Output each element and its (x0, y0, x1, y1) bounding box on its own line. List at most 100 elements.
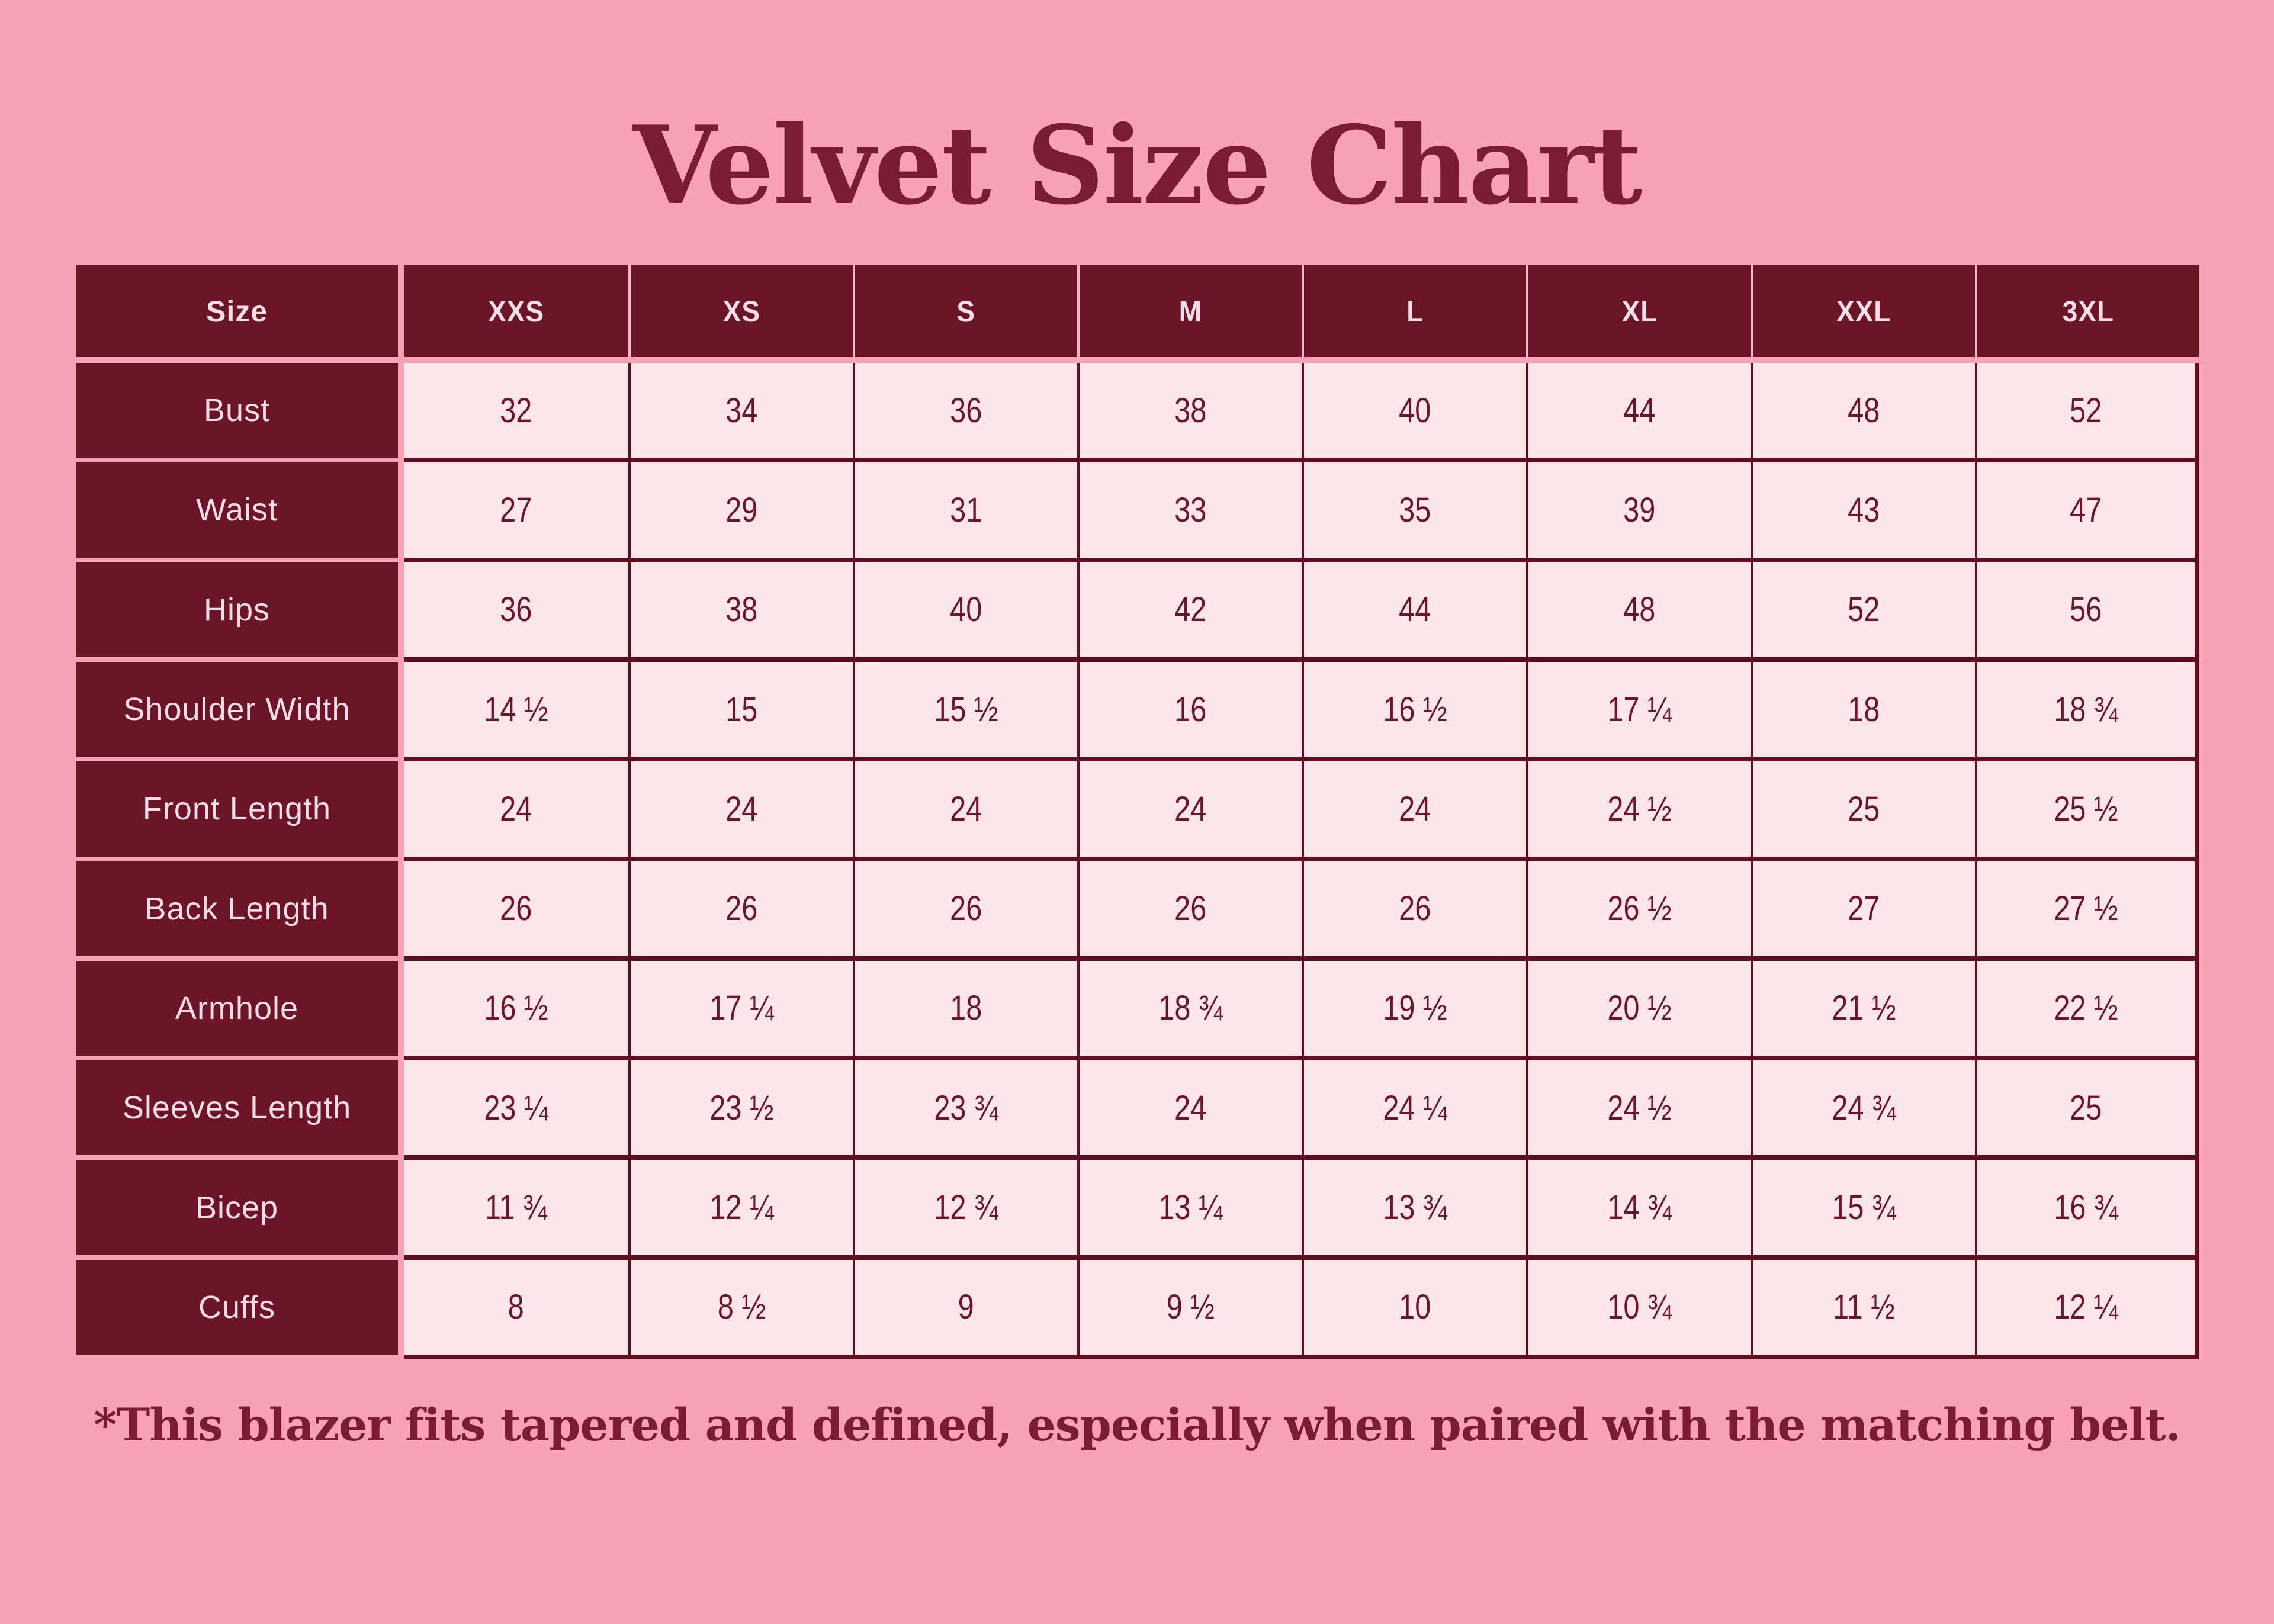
cell-hips-xs-text: 38 (725, 590, 758, 629)
cell-hips-xxs-text: 36 (500, 590, 532, 629)
row-label-armhole-text: Armhole (175, 990, 299, 1026)
cell-bust-xs: 34 (628, 363, 853, 463)
cell-hips-3xl: 56 (1975, 562, 2199, 662)
cell-sleeves-length-s-text: 23 ¾ (934, 1088, 998, 1127)
cell-waist-xxs: 27 (404, 462, 628, 562)
cell-cuffs-xxs-text: 8 (508, 1288, 525, 1327)
header-cell-xs: XS (628, 265, 853, 363)
page-title: Velvet Size Chart (632, 102, 1643, 229)
cell-bust-xxl-text: 48 (1848, 391, 1880, 430)
cell-sleeves-length-xs-text: 23 ½ (709, 1088, 774, 1127)
cell-front-length-3xl: 25 ½ (1975, 761, 2199, 861)
header-cell-xl-text: XL (1621, 294, 1658, 328)
cell-hips-m: 42 (1077, 562, 1302, 662)
header-cell-l-text: L (1406, 294, 1424, 328)
cell-front-length-m: 24 (1077, 761, 1302, 861)
header-cell-xl: XL (1526, 265, 1751, 363)
cell-cuffs-m-text: 9 ½ (1166, 1288, 1215, 1327)
cell-sleeves-length-xl-text: 24 ½ (1607, 1088, 1672, 1127)
cell-bicep-xxs: 11 ¾ (404, 1160, 628, 1260)
cell-armhole-xl-text: 20 ½ (1607, 989, 1672, 1028)
cell-front-length-l: 24 (1302, 761, 1526, 861)
cell-back-length-xl: 26 ½ (1526, 861, 1751, 961)
cell-front-length-xxs-text: 24 (500, 789, 532, 828)
cell-shoulder-width-xl-text: 17 ¼ (1607, 690, 1672, 729)
cell-back-length-xxs: 26 (404, 861, 628, 961)
row-label-shoulder-width-text: Shoulder Width (123, 692, 351, 728)
row-label-back-length: Back Length (76, 861, 404, 961)
cell-sleeves-length-3xl-text: 25 (2070, 1088, 2102, 1127)
cell-armhole-xl: 20 ½ (1526, 960, 1751, 1061)
cell-sleeves-length-xxs-text: 23 ¼ (484, 1088, 548, 1127)
cell-back-length-xxl: 27 (1751, 861, 1975, 961)
row-label-cuffs-text: Cuffs (198, 1289, 276, 1325)
cell-cuffs-3xl-text: 12 ¼ (2054, 1288, 2118, 1327)
cell-waist-s: 31 (853, 462, 1077, 562)
cell-bicep-xl: 14 ¾ (1526, 1160, 1751, 1260)
cell-back-length-s: 26 (853, 861, 1077, 961)
row-label-front-length-text: Front Length (142, 791, 332, 827)
cell-bust-s: 36 (853, 363, 1077, 463)
cell-bust-3xl: 52 (1975, 363, 2199, 463)
cell-waist-xxl: 43 (1751, 462, 1975, 562)
cell-back-length-l-text: 26 (1399, 889, 1431, 928)
cell-waist-m: 33 (1077, 462, 1302, 562)
cell-cuffs-xxl-text: 11 ½ (1833, 1288, 1895, 1327)
header-cell-s: S (853, 265, 1077, 363)
row-label-back-length-text: Back Length (144, 890, 329, 927)
cell-armhole-xxl: 21 ½ (1751, 960, 1975, 1061)
cell-shoulder-width-m-text: 16 (1174, 690, 1207, 729)
header-cell-xs-text: XS (722, 294, 761, 328)
cell-back-length-xs: 26 (628, 861, 853, 961)
cell-bicep-3xl: 16 ¾ (1975, 1160, 2199, 1260)
row-label-hips: Hips (76, 562, 404, 662)
cell-armhole-m-text: 18 ¾ (1158, 989, 1223, 1028)
cell-bust-xxs: 32 (404, 363, 628, 463)
cell-bicep-l-text: 13 ¾ (1383, 1188, 1447, 1227)
cell-hips-m-text: 42 (1174, 590, 1207, 629)
cell-shoulder-width-m: 16 (1077, 661, 1302, 762)
cell-hips-3xl-text: 56 (2070, 590, 2102, 629)
cell-shoulder-width-xl: 17 ¼ (1526, 661, 1751, 762)
cell-cuffs-3xl: 12 ¼ (1975, 1259, 2199, 1359)
cell-waist-l-text: 35 (1399, 490, 1431, 529)
cell-back-length-xxs-text: 26 (500, 889, 532, 928)
cell-sleeves-length-l: 24 ¼ (1302, 1060, 1526, 1160)
header-cell-3xl: 3XL (1975, 265, 2199, 363)
row-label-waist-text: Waist (196, 492, 278, 528)
cell-hips-xl: 48 (1526, 562, 1751, 662)
cell-back-length-3xl: 27 ½ (1975, 861, 2199, 961)
cell-back-length-xs-text: 26 (725, 889, 758, 928)
cell-shoulder-width-3xl-text: 18 ¾ (2054, 690, 2118, 729)
row-label-waist: Waist (76, 462, 404, 562)
cell-back-length-3xl-text: 27 ½ (2054, 889, 2118, 928)
cell-armhole-3xl-text: 22 ½ (2054, 989, 2118, 1028)
cell-waist-xs-text: 29 (725, 490, 758, 529)
row-label-cuffs: Cuffs (76, 1259, 404, 1359)
cell-bust-s-text: 36 (950, 391, 982, 430)
cell-hips-xs: 38 (628, 562, 853, 662)
footnote: *This blazer fits tapered and defined, e… (93, 1398, 2181, 1451)
cell-back-length-s-text: 26 (950, 889, 982, 928)
cell-shoulder-width-l-text: 16 ½ (1383, 690, 1447, 729)
size-table: Size XXS XS S M L XL XXL 3XL Bust 32 34 36 38 40 44 48 52… (76, 265, 2199, 1359)
cell-waist-3xl: 47 (1975, 462, 2199, 562)
cell-waist-xxs-text: 27 (500, 490, 532, 529)
cell-bicep-xxl: 15 ¾ (1751, 1160, 1975, 1260)
row-label-sleeves-length-text: Sleeves Length (122, 1090, 352, 1126)
cell-shoulder-width-l: 16 ½ (1302, 661, 1526, 762)
cell-bicep-3xl-text: 16 ¾ (2054, 1188, 2118, 1227)
cell-front-length-m-text: 24 (1174, 789, 1207, 828)
cell-shoulder-width-3xl: 18 ¾ (1975, 661, 2199, 762)
cell-sleeves-length-xxl: 24 ¾ (1751, 1060, 1975, 1160)
cell-cuffs-xxl: 11 ½ (1751, 1259, 1975, 1359)
cell-front-length-xs-text: 24 (725, 789, 758, 828)
cell-waist-l: 35 (1302, 462, 1526, 562)
row-label-sleeves-length: Sleeves Length (76, 1060, 404, 1160)
cell-back-length-xl-text: 26 ½ (1607, 889, 1672, 928)
cell-sleeves-length-xxs: 23 ¼ (404, 1060, 628, 1160)
cell-bust-m: 38 (1077, 363, 1302, 463)
header-cell-xxl: XXL (1751, 265, 1975, 363)
header-cell-3xl-text: 3XL (2062, 294, 2115, 328)
